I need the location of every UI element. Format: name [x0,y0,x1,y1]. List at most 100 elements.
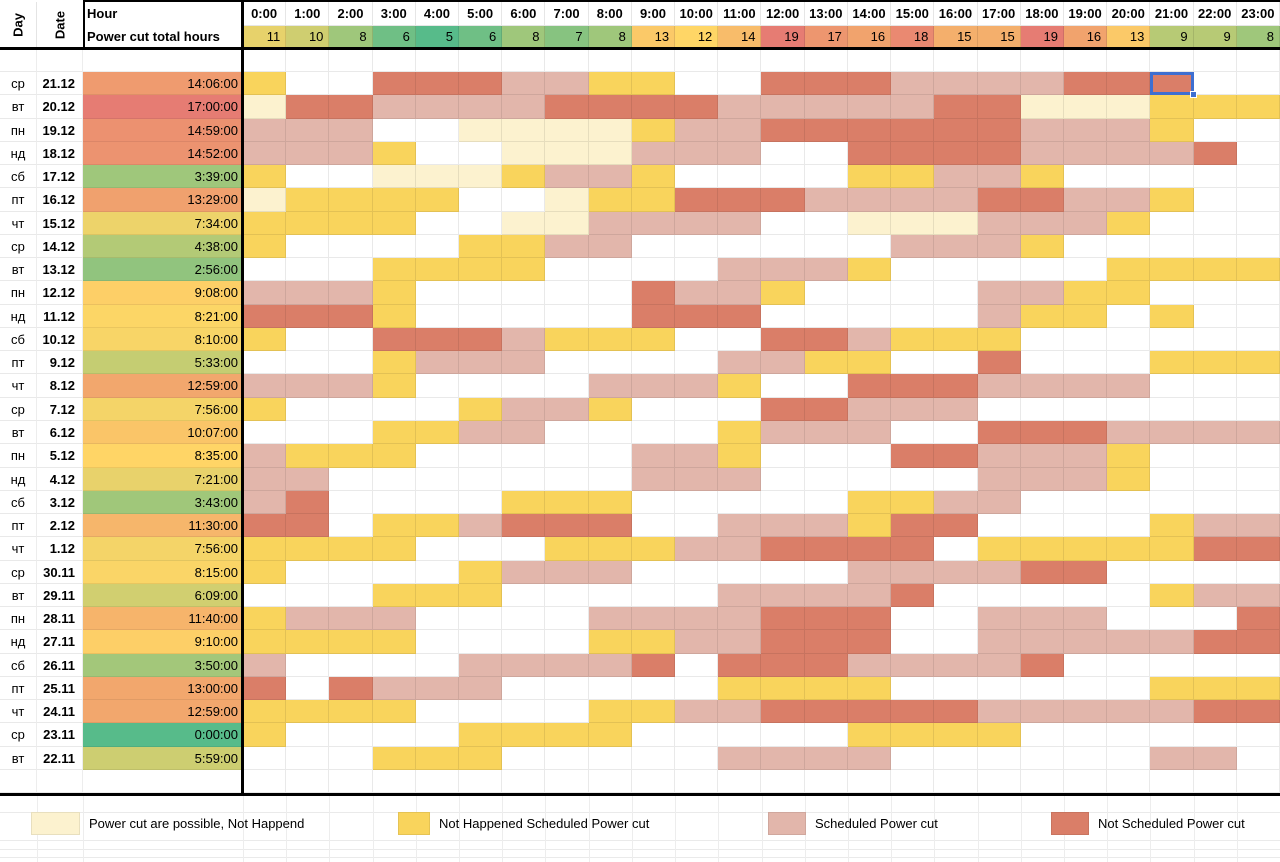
hour-cell[interactable] [1020,211,1064,235]
hour-total-cell[interactable]: 8 [329,26,373,47]
hour-cell[interactable] [329,676,373,701]
hour-cell[interactable] [1193,327,1237,352]
hour-cell[interactable] [1107,653,1151,677]
hour-cell[interactable] [718,607,762,631]
date-cell[interactable]: 8.12 [37,374,83,398]
hour-cell[interactable] [459,583,503,608]
hour-cell[interactable] [977,653,1021,677]
hour-cell[interactable] [761,72,805,96]
hour-cell[interactable] [934,769,978,793]
total-cell[interactable]: 9:10:00 [83,630,243,654]
hour-cell[interactable] [1063,723,1108,747]
hour-cell[interactable] [1150,351,1194,375]
day-cell[interactable]: ср [0,234,37,259]
hour-cell[interactable] [1107,351,1151,375]
hour-cell[interactable] [1193,653,1237,677]
hour-cell[interactable] [286,188,330,212]
hour-cell[interactable] [891,467,935,491]
date-cell[interactable]: 30.11 [37,560,83,584]
hour-cell[interactable] [804,351,848,375]
hour-cell[interactable] [934,514,978,538]
hour-cell[interactable] [631,583,676,608]
hour-cell[interactable] [329,769,373,793]
hour-cell[interactable] [459,676,503,701]
hour-cell[interactable] [502,141,546,166]
hour-cell[interactable] [847,397,892,421]
hour-cell[interactable] [1020,234,1064,259]
date-cell[interactable] [37,50,83,72]
hour-cell[interactable] [372,653,416,677]
hour-cell[interactable] [415,165,460,189]
hour-cell[interactable] [1193,514,1237,538]
hour-cell[interactable] [934,607,978,631]
hour-cell[interactable] [1193,188,1237,212]
hour-cell[interactable] [847,118,892,142]
hour-cell[interactable] [631,72,676,96]
hour-cell[interactable] [372,72,416,96]
hour-cell[interactable] [804,72,848,96]
date-cell[interactable]: 3.12 [37,490,83,515]
hour-label-cell[interactable]: 23:00 [1236,2,1280,26]
hour-cell[interactable] [934,188,978,212]
hour-cell[interactable] [977,141,1021,166]
hour-cell[interactable] [675,188,719,212]
hour-cell[interactable] [977,351,1021,375]
total-cell[interactable]: 5:33:00 [83,351,243,375]
hour-cell[interactable] [1063,653,1108,677]
hour-cell[interactable] [372,258,416,282]
hour-cell[interactable] [588,234,632,259]
hour-cell[interactable] [545,630,589,654]
day-column-header[interactable]: Day [0,2,37,47]
hour-total-cell[interactable]: 5 [415,26,460,47]
date-cell[interactable]: 13.12 [37,258,83,282]
hour-cell[interactable] [459,351,503,375]
hour-cell[interactable] [891,514,935,538]
day-cell[interactable]: вт [0,746,37,770]
hour-cell[interactable] [415,653,460,677]
hour-cell[interactable] [1107,258,1151,282]
hour-cell[interactable] [804,188,848,212]
hour-cell[interactable] [631,769,676,793]
hour-cell[interactable] [588,560,632,584]
hour-cell[interactable] [1236,723,1280,747]
day-cell[interactable]: вт [0,420,37,445]
selection-handle[interactable] [1189,91,1197,99]
hour-cell[interactable] [1150,490,1194,515]
date-cell[interactable]: 23.11 [37,723,83,747]
hour-cell[interactable] [675,397,719,421]
total-cell[interactable]: 8:21:00 [83,304,243,328]
day-cell[interactable]: нд [0,141,37,166]
hour-cell[interactable] [1063,467,1108,491]
hour-cell[interactable] [631,630,676,654]
hour-cell[interactable] [1150,141,1194,166]
hour-cell[interactable] [588,211,632,235]
hour-cell[interactable] [847,304,892,328]
hour-total-cell[interactable]: 10 [286,26,330,47]
hour-cell[interactable] [502,653,546,677]
hour-cell[interactable] [1150,769,1194,793]
total-cell[interactable]: 14:52:00 [83,141,243,166]
hour-cell[interactable] [415,72,460,96]
hour-cell[interactable] [545,607,589,631]
hour-cell[interactable] [286,397,330,421]
day-cell[interactable]: ср [0,72,37,96]
day-cell[interactable]: пт [0,188,37,212]
hour-cell[interactable] [1063,769,1108,793]
hour-cell[interactable] [588,258,632,282]
hour-cell[interactable] [675,769,719,793]
hour-cell[interactable] [588,467,632,491]
hour-cell[interactable] [372,211,416,235]
hour-cell[interactable] [1236,397,1280,421]
hour-cell[interactable] [718,281,762,305]
date-cell[interactable]: 7.12 [37,397,83,421]
hour-cell[interactable] [286,234,330,259]
hour-cell[interactable] [675,607,719,631]
total-cell[interactable]: 3:43:00 [83,490,243,515]
hour-cell[interactable] [1107,746,1151,770]
hour-cell[interactable] [1020,700,1064,724]
hour-cell[interactable] [1020,281,1064,305]
date-cell[interactable]: 5.12 [37,444,83,468]
day-cell[interactable]: чт [0,374,37,398]
hour-cell[interactable] [804,50,848,72]
day-cell[interactable]: сб [0,490,37,515]
